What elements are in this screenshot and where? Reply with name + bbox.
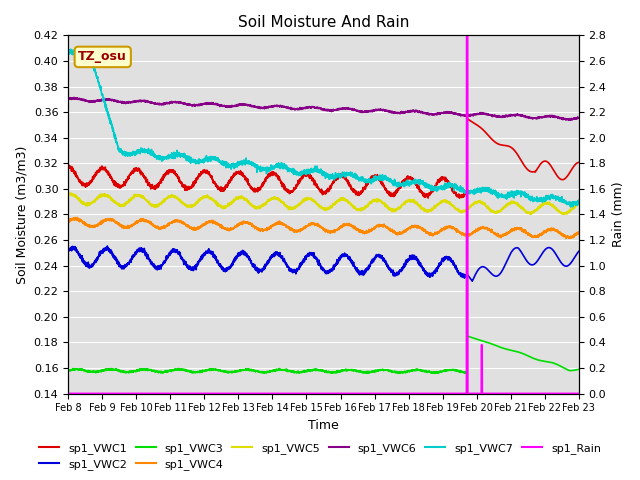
sp1_VWC7 [67,46,74,52]
X-axis label: Time: Time [308,419,339,432]
sp1_VWC1 [260,180,268,185]
Line: sp1_VWC5: sp1_VWC5 [68,193,579,215]
sp1_VWC5 [282,204,290,209]
sp1_Rain [565,391,573,396]
Y-axis label: Soil Moisture (m3/m3): Soil Moisture (m3/m3) [15,145,28,284]
Text: TZ_osu: TZ_osu [78,50,127,63]
sp1_VWC7 [64,48,72,54]
sp1_VWC7 [282,164,290,169]
sp1_VWC6 [282,104,290,110]
sp1_VWC2 [64,246,72,252]
sp1_Rain [153,391,161,396]
sp1_Rain [463,33,470,38]
sp1_VWC5 [510,199,518,205]
sp1_VWC7 [510,193,518,199]
sp1_VWC3 [431,371,438,376]
sp1_VWC2 [468,278,476,284]
sp1_VWC7 [123,152,131,157]
Line: sp1_VWC3: sp1_VWC3 [68,336,579,373]
sp1_VWC4 [565,234,573,240]
sp1_VWC4 [153,224,161,230]
sp1_VWC1 [565,171,573,177]
sp1_Rain [282,391,290,396]
sp1_VWC2 [123,264,131,269]
sp1_VWC7 [260,166,268,171]
sp1_VWC5 [64,191,72,197]
sp1_VWC7 [565,200,573,206]
sp1_VWC6 [260,104,268,110]
sp1_VWC1 [282,187,290,192]
sp1_VWC5 [561,212,568,217]
sp1_VWC5 [123,201,131,206]
Line: sp1_VWC7: sp1_VWC7 [68,49,579,207]
Line: sp1_VWC4: sp1_VWC4 [68,217,579,239]
sp1_VWC1 [122,179,130,184]
sp1_VWC4 [562,236,570,241]
sp1_VWC2 [510,246,518,252]
sp1_VWC6 [565,117,573,123]
sp1_VWC2 [575,248,582,254]
sp1_VWC1 [64,162,72,168]
sp1_VWC3 [260,370,268,375]
sp1_VWC3 [122,369,130,375]
sp1_VWC1 [463,116,471,121]
sp1_VWC4 [74,215,81,220]
sp1_VWC7 [575,197,582,203]
sp1_VWC5 [565,209,573,215]
sp1_VWC5 [575,201,582,207]
sp1_VWC3 [510,348,518,354]
Title: Soil Moisture And Rain: Soil Moisture And Rain [238,15,409,30]
sp1_VWC7 [153,154,161,159]
sp1_VWC3 [463,333,471,339]
sp1_VWC2 [282,260,290,266]
sp1_VWC3 [282,367,290,373]
sp1_VWC1 [510,147,518,153]
Line: sp1_VWC2: sp1_VWC2 [68,246,579,281]
sp1_Rain [122,391,130,396]
sp1_VWC3 [565,368,573,373]
sp1_Rain [510,391,518,396]
sp1_VWC2 [104,243,111,249]
Line: sp1_VWC1: sp1_VWC1 [68,119,579,198]
sp1_VWC4 [64,217,72,223]
sp1_VWC4 [260,227,268,233]
sp1_VWC3 [575,366,582,372]
sp1_VWC4 [282,225,290,230]
sp1_VWC4 [510,227,518,232]
sp1_VWC3 [153,368,161,374]
Line: sp1_VWC6: sp1_VWC6 [68,97,579,120]
sp1_VWC5 [65,190,73,196]
sp1_VWC6 [123,99,131,105]
sp1_VWC4 [575,229,582,235]
sp1_VWC4 [123,225,131,231]
sp1_VWC3 [64,367,72,372]
Legend: sp1_VWC1, sp1_VWC2, sp1_VWC3, sp1_VWC4, sp1_VWC5, sp1_VWC6, sp1_VWC7, sp1_Rain: sp1_VWC1, sp1_VWC2, sp1_VWC3, sp1_VWC4, … [35,438,605,474]
sp1_VWC1 [575,159,582,165]
Y-axis label: Rain (mm): Rain (mm) [612,181,625,247]
sp1_VWC5 [260,201,268,207]
sp1_VWC1 [153,184,161,190]
sp1_VWC1 [456,195,463,201]
sp1_VWC6 [575,115,582,121]
sp1_VWC6 [566,118,573,123]
sp1_VWC2 [153,264,161,270]
sp1_VWC7 [566,204,574,210]
sp1_Rain [575,391,582,396]
Line: sp1_Rain: sp1_Rain [68,36,579,394]
sp1_Rain [64,391,72,396]
sp1_VWC2 [260,263,268,269]
sp1_Rain [260,391,268,396]
sp1_VWC2 [565,262,573,268]
sp1_VWC6 [153,101,161,107]
sp1_VWC6 [510,112,518,118]
sp1_VWC6 [64,95,72,101]
sp1_VWC5 [153,202,161,207]
sp1_VWC6 [70,95,78,100]
